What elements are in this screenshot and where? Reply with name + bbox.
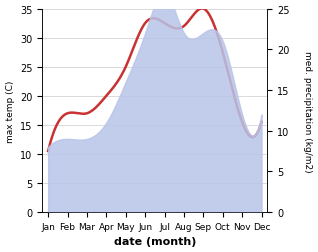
X-axis label: date (month): date (month) — [114, 237, 196, 246]
Y-axis label: med. precipitation (kg/m2): med. precipitation (kg/m2) — [303, 50, 313, 172]
Y-axis label: max temp (C): max temp (C) — [5, 80, 15, 142]
